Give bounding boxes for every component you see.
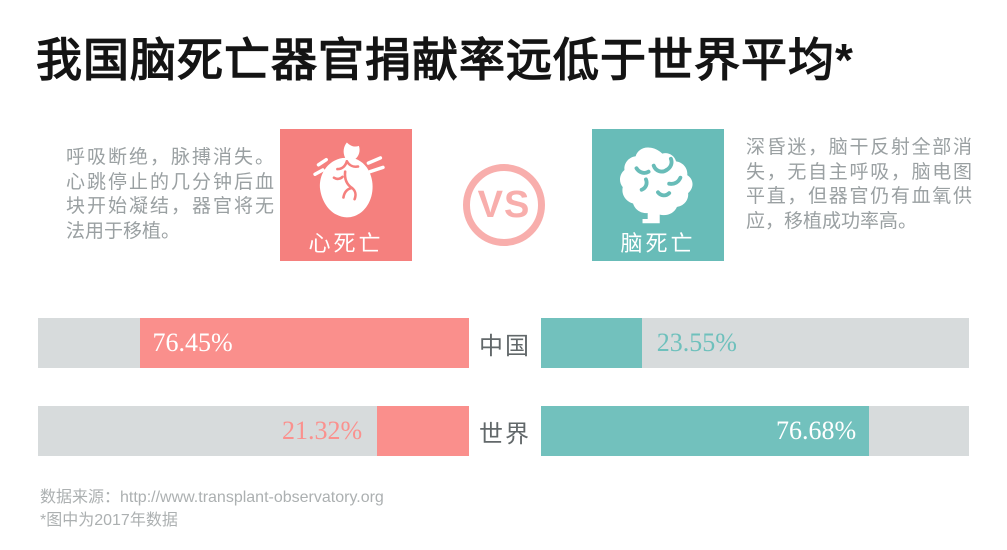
china-heart-death-bar-track: 76.45% (38, 318, 469, 368)
world-brain-death-bar-fill: 76.68% (541, 406, 870, 456)
china-heart-death-value: 76.45% (152, 328, 233, 357)
world-heart-death-value: 21.32% (281, 416, 363, 445)
brain-death-description: 深昏迷，脑干反射全部消失，无自主呼吸，脑电图平直，但器官仍有血氧供应，移植成功率… (746, 137, 972, 232)
china-brain-death-bar-fill (541, 318, 642, 368)
brain-death-card: 脑死亡 (592, 129, 724, 261)
china-brain-death-bar-track: 23.55% (541, 318, 969, 368)
vs-badge: VS (463, 164, 545, 246)
china-heart-death-bar-fill: 76.45% (139, 318, 469, 368)
vs-label: VS (477, 183, 531, 226)
footnote: *图中为2017年数据 (40, 512, 178, 529)
heart-death-card-label: 心死亡 (308, 231, 384, 256)
bar-row-world: 21.32% 世界 76.68% (38, 406, 969, 456)
world-heart-death-bar-fill (377, 406, 469, 456)
brain-death-card-label: 脑死亡 (620, 231, 696, 256)
category-label-world: 世界 (479, 420, 531, 448)
brain-icon (619, 147, 693, 224)
world-brain-death-value: 76.68% (776, 416, 857, 445)
heart-icon (313, 142, 385, 218)
heart-death-card: 心死亡 (280, 129, 412, 261)
page-title: 我国脑死亡器官捐献率远低于世界平均* (36, 34, 854, 86)
world-brain-death-bar-track: 76.68% (541, 406, 969, 456)
bar-row-china: 76.45% 中国 23.55% (38, 318, 969, 368)
footer: 数据来源：http://www.transplant-observatory.o… (40, 486, 384, 532)
category-label-china: 中国 (479, 332, 531, 360)
heart-death-description: 呼吸断绝，脉搏消失。心跳停止的几分钟后血块开始凝结，器官将无法用于移植。 (66, 147, 274, 242)
comparison-bar-chart: 76.45% 中国 23.55% 21.32% 世界 76.68% (38, 318, 969, 456)
china-brain-death-value: 23.55% (656, 328, 737, 357)
data-source: 数据来源：http://www.transplant-observatory.o… (40, 489, 384, 506)
world-heart-death-bar-track: 21.32% (38, 406, 469, 456)
